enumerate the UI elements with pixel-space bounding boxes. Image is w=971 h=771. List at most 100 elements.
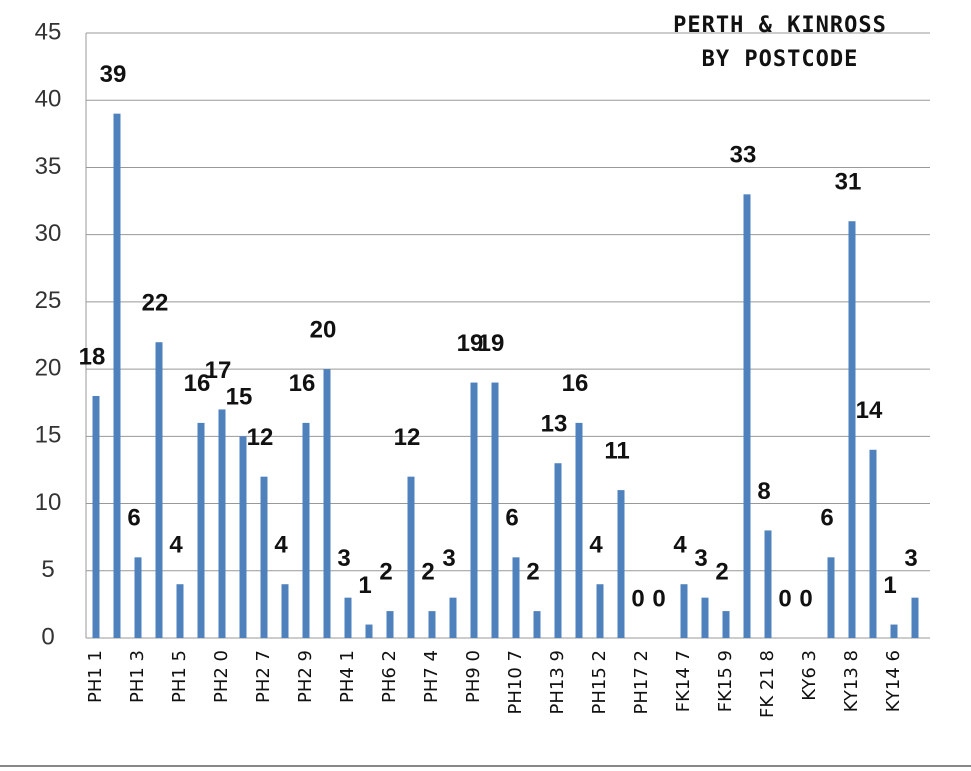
y-tick-label: 10: [35, 489, 62, 516]
bar: [827, 557, 835, 638]
x-tick-label: PH9 0: [463, 650, 484, 703]
data-label: 39: [100, 61, 127, 88]
y-tick-label: 25: [35, 287, 62, 314]
data-label: 3: [904, 545, 917, 572]
data-label: 0: [799, 585, 812, 612]
x-tick-label: PH7 4: [421, 650, 442, 703]
data-label: 12: [247, 424, 274, 451]
data-label: 1: [883, 572, 896, 599]
data-label: 33: [730, 142, 757, 169]
x-tick-label: KY13 8: [841, 650, 862, 712]
y-tick-label: 0: [41, 623, 54, 650]
bar: [386, 611, 394, 638]
bar: [449, 597, 457, 638]
data-label: 16: [562, 370, 589, 397]
bar: [848, 221, 856, 638]
bar: [512, 557, 520, 638]
data-label: 4: [274, 532, 288, 559]
x-tick-label: PH10 7: [505, 650, 526, 714]
data-label: 8: [757, 478, 770, 505]
x-tick-label: PH1 5: [169, 650, 190, 703]
y-tick-label: 15: [35, 422, 62, 449]
x-tick-label: FK 21 8: [757, 650, 778, 718]
bar: [92, 396, 100, 638]
x-tick-label: KY14 6: [883, 650, 904, 712]
bar: [281, 584, 289, 638]
x-tick-label: FK15 9: [715, 650, 736, 712]
data-label: 0: [778, 585, 791, 612]
data-label: 11: [604, 437, 629, 464]
bar: [176, 584, 184, 638]
bar: [680, 584, 688, 638]
x-tick-label: PH1 3: [127, 650, 148, 703]
bar: [743, 194, 751, 639]
data-label: 3: [694, 545, 707, 572]
x-tick-label: PH6 2: [379, 650, 400, 703]
x-tick-label: PH2 9: [295, 650, 316, 703]
bar: [428, 611, 436, 638]
bar: [239, 436, 247, 638]
data-label: 2: [715, 558, 728, 585]
data-label: 0: [631, 585, 644, 612]
data-label: 2: [526, 558, 539, 585]
y-tick-label: 30: [35, 220, 62, 247]
y-tick-label: 40: [35, 86, 62, 113]
bar: [218, 409, 226, 638]
y-tick-label: 5: [41, 556, 54, 583]
x-tick-label: PH2 7: [253, 650, 274, 703]
data-label: 4: [589, 532, 603, 559]
data-label: 12: [394, 424, 421, 451]
bar: [596, 584, 604, 638]
bar: [407, 476, 415, 638]
data-label: 16: [289, 370, 316, 397]
data-label: 3: [337, 545, 350, 572]
bar: [155, 342, 163, 638]
bar: [302, 422, 310, 638]
data-label: 6: [505, 505, 518, 532]
bar: [554, 463, 562, 638]
x-tick-label: PH2 0: [211, 650, 232, 703]
x-tick-label: FK14 7: [673, 650, 694, 712]
data-label: 13: [541, 411, 568, 438]
x-tick-label: KY6 3: [799, 650, 820, 701]
data-label: 6: [127, 505, 140, 532]
data-label: 14: [856, 397, 883, 424]
data-label: 17: [205, 357, 232, 384]
bar: [134, 557, 142, 638]
bar: [869, 449, 877, 638]
x-tick-label: PH15 2: [589, 650, 610, 714]
chart-title: PERTH & KINROSS: [673, 13, 887, 38]
bar: [911, 597, 919, 638]
data-label: 31: [835, 169, 862, 196]
data-label: 4: [169, 532, 183, 559]
bar: [197, 422, 205, 638]
x-tick-label: PH1 1: [85, 650, 106, 703]
bar: [470, 382, 478, 638]
x-tick-label: PH17 2: [631, 650, 652, 714]
data-label: 16: [184, 370, 211, 397]
bar: [323, 369, 331, 638]
bar: [701, 597, 709, 638]
data-label: 19: [478, 330, 505, 357]
data-label: 1: [358, 572, 371, 599]
data-label: 18: [79, 343, 106, 370]
bar: [260, 476, 268, 638]
data-label: 6: [820, 505, 833, 532]
data-label: 19: [457, 330, 484, 357]
bar: [344, 597, 352, 638]
data-label: 2: [421, 558, 434, 585]
bar: [764, 530, 772, 638]
bar: [491, 382, 499, 638]
x-tick-label: PH13 9: [547, 650, 568, 714]
bar: [890, 624, 898, 638]
y-tick-label: 35: [35, 153, 62, 180]
data-label: 0: [652, 585, 665, 612]
bar: [722, 611, 730, 638]
y-tick-label: 20: [35, 354, 62, 381]
data-label: 20: [310, 316, 337, 343]
data-label: 22: [142, 290, 169, 317]
data-label: 2: [379, 558, 392, 585]
data-label: 4: [673, 532, 687, 559]
chart-title: BY POSTCODE: [702, 47, 859, 72]
